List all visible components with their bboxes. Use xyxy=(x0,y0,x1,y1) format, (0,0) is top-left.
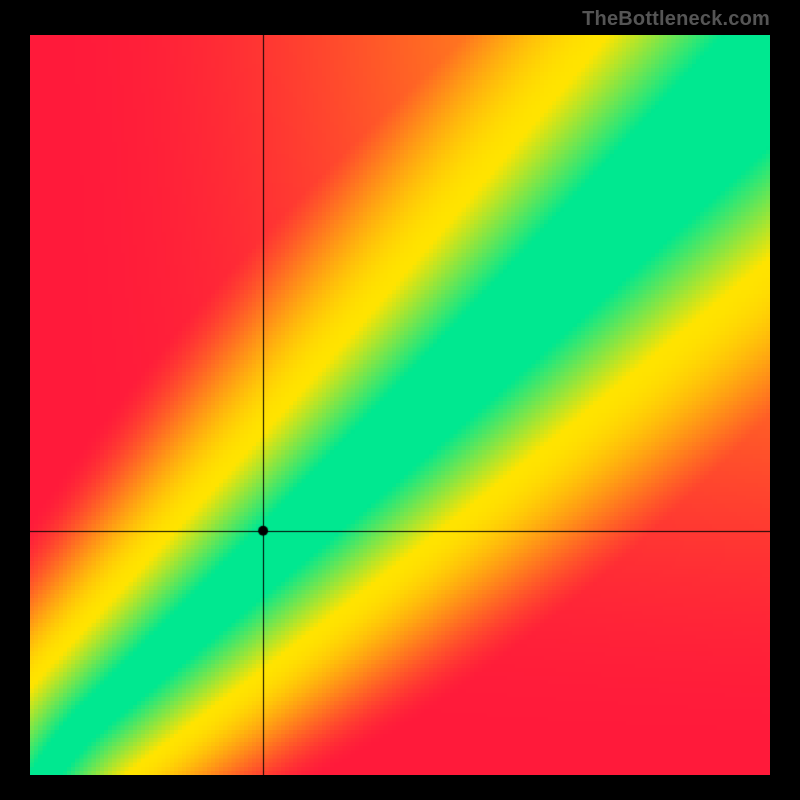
chart-stage: TheBottleneck.com xyxy=(0,0,800,800)
overlay-canvas xyxy=(30,35,770,775)
watermark-text: TheBottleneck.com xyxy=(582,8,770,31)
